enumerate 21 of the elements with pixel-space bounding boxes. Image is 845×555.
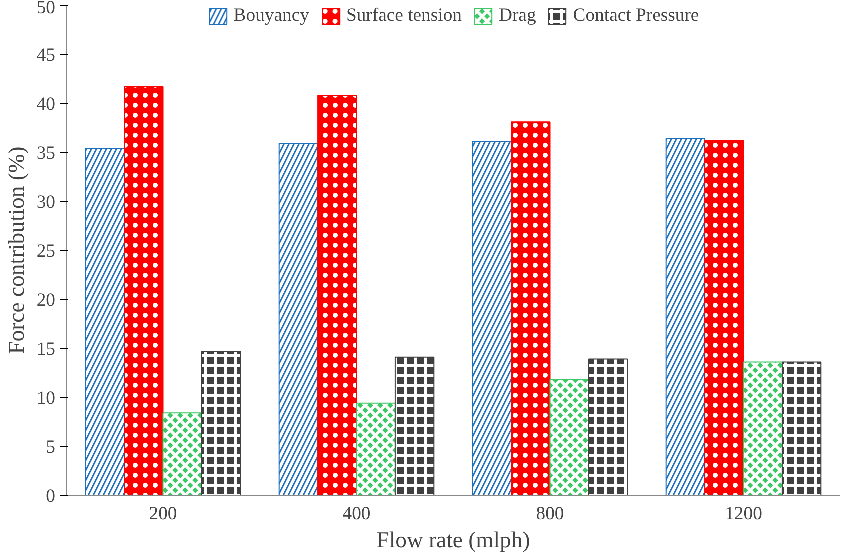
legend-label: Surface tension	[346, 5, 462, 27]
x-tick-label: 800	[536, 504, 564, 524]
y-tick-label: 50	[36, 0, 56, 18]
x-tick-label: 1200	[725, 504, 762, 524]
y-tick-label: 10	[36, 388, 56, 409]
y-tick-label: 30	[36, 192, 56, 213]
legend-label: Drag	[498, 5, 536, 27]
y-tick-label: 40	[36, 94, 56, 115]
y-tick-label: 25	[36, 241, 56, 262]
y-tick-label: 5	[46, 437, 56, 458]
legend-label: Contact Pressure	[573, 5, 700, 27]
x-tick-label: 200	[149, 504, 178, 524]
y-tick-label: 0	[46, 486, 56, 507]
y-tick-label: 35	[36, 143, 56, 164]
y-tick-label: 20	[36, 290, 56, 311]
y-axis-title: Force contribution (%)	[4, 146, 29, 354]
legend-label: Bouyancy	[234, 5, 310, 27]
y-tick-label: 45	[36, 45, 56, 66]
y-tick-label: 15	[36, 339, 56, 360]
x-tick-label: 400	[342, 504, 371, 524]
x-axis-title: Flow rate (mlph)	[376, 528, 530, 552]
